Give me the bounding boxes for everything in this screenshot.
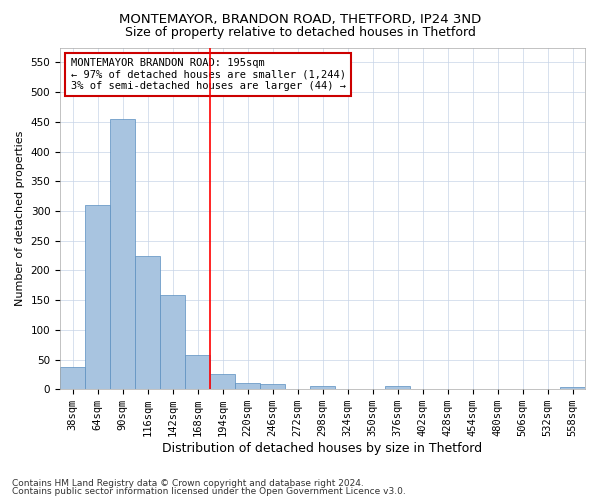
Text: Contains public sector information licensed under the Open Government Licence v3: Contains public sector information licen… xyxy=(12,487,406,496)
Bar xyxy=(310,386,335,389)
Bar xyxy=(210,374,235,389)
Bar xyxy=(85,205,110,389)
Bar xyxy=(135,256,160,389)
Text: Contains HM Land Registry data © Crown copyright and database right 2024.: Contains HM Land Registry data © Crown c… xyxy=(12,478,364,488)
Bar xyxy=(60,366,85,389)
Y-axis label: Number of detached properties: Number of detached properties xyxy=(15,130,25,306)
Bar xyxy=(110,119,135,389)
Bar xyxy=(260,384,285,389)
Text: MONTEMAYOR BRANDON ROAD: 195sqm
← 97% of detached houses are smaller (1,244)
3% : MONTEMAYOR BRANDON ROAD: 195sqm ← 97% of… xyxy=(71,58,346,91)
X-axis label: Distribution of detached houses by size in Thetford: Distribution of detached houses by size … xyxy=(163,442,482,455)
Bar xyxy=(185,355,210,389)
Text: Size of property relative to detached houses in Thetford: Size of property relative to detached ho… xyxy=(125,26,475,39)
Text: MONTEMAYOR, BRANDON ROAD, THETFORD, IP24 3ND: MONTEMAYOR, BRANDON ROAD, THETFORD, IP24… xyxy=(119,12,481,26)
Bar xyxy=(235,384,260,389)
Bar xyxy=(385,386,410,389)
Bar xyxy=(560,387,585,389)
Bar xyxy=(160,296,185,389)
